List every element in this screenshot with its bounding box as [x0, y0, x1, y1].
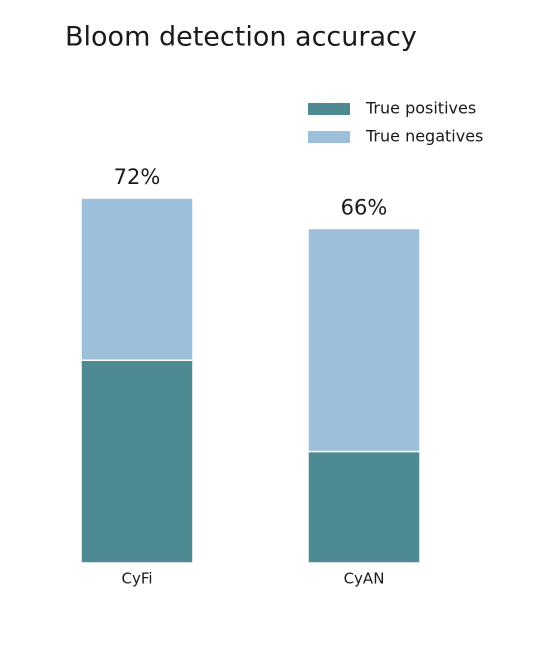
legend-swatch [308, 131, 350, 143]
chart-title: Bloom detection accuracy [65, 22, 417, 53]
bar-segment [80, 359, 194, 564]
legend-label: True negatives [365, 127, 483, 146]
legend-swatch [308, 103, 350, 115]
x-tick-label: CyFi [121, 570, 152, 588]
total-label: 66% [341, 195, 388, 219]
bar-segment [307, 450, 421, 564]
bar-segment [80, 197, 194, 361]
bar-segment [307, 227, 421, 453]
total-label: 72% [114, 165, 161, 189]
x-tick-label: CyAN [344, 570, 385, 588]
legend-label: True positives [365, 99, 476, 118]
